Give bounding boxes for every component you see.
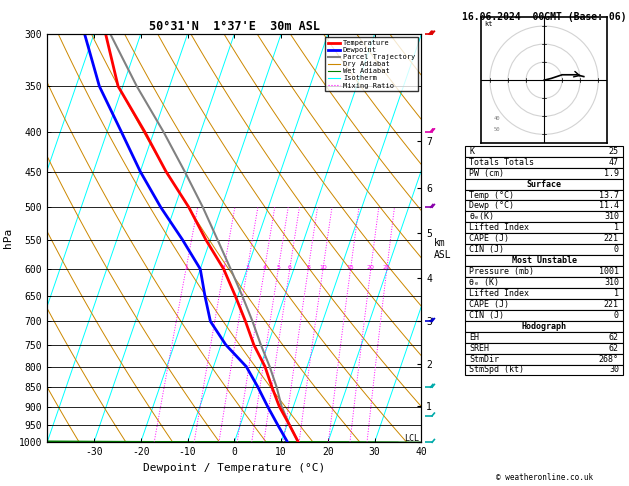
Text: 3: 3 (245, 265, 249, 270)
Text: 1001: 1001 (599, 267, 619, 276)
Text: 268°: 268° (599, 354, 619, 364)
Text: 25: 25 (609, 147, 619, 156)
Text: CAPE (J): CAPE (J) (469, 300, 509, 309)
Text: 15: 15 (347, 265, 354, 270)
Text: Dewp (°C): Dewp (°C) (469, 201, 515, 210)
Text: 25: 25 (383, 265, 391, 270)
Text: 20: 20 (367, 265, 375, 270)
Text: 30: 30 (609, 365, 619, 375)
Text: 0: 0 (614, 245, 619, 254)
Text: Surface: Surface (526, 179, 562, 189)
Text: PW (cm): PW (cm) (469, 169, 504, 178)
Text: 47: 47 (609, 157, 619, 167)
Text: 1.9: 1.9 (604, 169, 619, 178)
Text: 310: 310 (604, 212, 619, 222)
Text: 1: 1 (614, 223, 619, 232)
Text: 50: 50 (494, 127, 500, 132)
Title: 50°31'N  1°37'E  30m ASL: 50°31'N 1°37'E 30m ASL (149, 20, 320, 33)
Text: 13.7: 13.7 (599, 191, 619, 200)
Y-axis label: km
ASL: km ASL (433, 238, 451, 260)
Text: StmSpd (kt): StmSpd (kt) (469, 365, 524, 375)
Text: 221: 221 (604, 234, 619, 243)
Text: θₑ(K): θₑ(K) (469, 212, 494, 222)
Text: Totals Totals: Totals Totals (469, 157, 534, 167)
Text: CIN (J): CIN (J) (469, 311, 504, 320)
Text: LCL: LCL (404, 434, 419, 443)
Text: Lifted Index: Lifted Index (469, 223, 529, 232)
Text: 8: 8 (306, 265, 310, 270)
Text: Lifted Index: Lifted Index (469, 289, 529, 298)
Text: Most Unstable: Most Unstable (511, 256, 577, 265)
Text: © weatheronline.co.uk: © weatheronline.co.uk (496, 473, 593, 482)
Text: 310: 310 (604, 278, 619, 287)
Text: CAPE (J): CAPE (J) (469, 234, 509, 243)
Text: 1: 1 (184, 265, 188, 270)
Text: 4: 4 (262, 265, 267, 270)
Text: 40: 40 (494, 116, 500, 121)
Y-axis label: hPa: hPa (3, 228, 13, 248)
Text: CIN (J): CIN (J) (469, 245, 504, 254)
Legend: Temperature, Dewpoint, Parcel Trajectory, Dry Adiabat, Wet Adiabat, Isotherm, Mi: Temperature, Dewpoint, Parcel Trajectory… (325, 37, 418, 91)
Text: 221: 221 (604, 300, 619, 309)
Text: K: K (469, 147, 474, 156)
Text: StmDir: StmDir (469, 354, 499, 364)
Text: 16.06.2024  00GMT (Base: 06): 16.06.2024 00GMT (Base: 06) (462, 12, 626, 22)
Text: 6: 6 (287, 265, 292, 270)
Text: Temp (°C): Temp (°C) (469, 191, 515, 200)
Text: kt: kt (484, 21, 493, 27)
Text: 5: 5 (276, 265, 280, 270)
Text: 62: 62 (609, 344, 619, 353)
Text: 10: 10 (319, 265, 326, 270)
Text: 2: 2 (222, 265, 226, 270)
Text: 11.4: 11.4 (599, 201, 619, 210)
Text: 62: 62 (609, 332, 619, 342)
Text: Pressure (mb): Pressure (mb) (469, 267, 534, 276)
Text: SREH: SREH (469, 344, 489, 353)
X-axis label: Dewpoint / Temperature (°C): Dewpoint / Temperature (°C) (143, 463, 325, 473)
Text: 0: 0 (614, 311, 619, 320)
Text: Hodograph: Hodograph (521, 322, 567, 331)
Text: 1: 1 (614, 289, 619, 298)
Text: EH: EH (469, 332, 479, 342)
Text: θₑ (K): θₑ (K) (469, 278, 499, 287)
